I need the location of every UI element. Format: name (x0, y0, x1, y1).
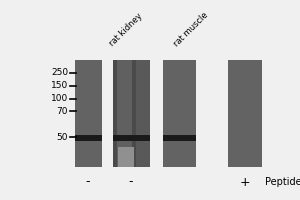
Text: 150: 150 (51, 81, 68, 90)
Text: 70: 70 (56, 107, 68, 116)
Text: rat muscle: rat muscle (172, 10, 210, 48)
Bar (228, 60, 262, 167)
Text: -: - (86, 176, 90, 188)
Text: Peptide: Peptide (265, 177, 300, 187)
Bar (163, 60, 196, 167)
Bar (118, 147, 134, 167)
Text: 50: 50 (56, 133, 68, 142)
Text: 250: 250 (51, 68, 68, 77)
Bar (117, 60, 132, 167)
Bar (113, 60, 117, 167)
Text: 100: 100 (51, 94, 68, 103)
Bar (163, 135, 196, 141)
Text: -: - (129, 176, 133, 188)
Bar (113, 60, 150, 167)
Text: +: + (240, 176, 250, 188)
Bar (113, 135, 150, 141)
Bar (132, 60, 136, 167)
Bar (75, 60, 102, 167)
Text: rat kidney: rat kidney (108, 11, 145, 48)
Bar (75, 135, 102, 141)
